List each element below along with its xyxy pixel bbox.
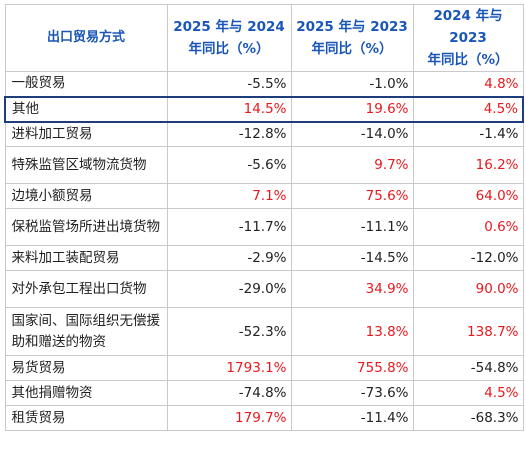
table-row: 其他捐赠物资 -74.8% -73.6% 4.5% xyxy=(4,380,524,406)
table-row: 其他 14.5% 19.6% 4.5% xyxy=(4,95,524,123)
header-2025-vs-2023-line1: 2025 年与 2023 xyxy=(296,19,408,35)
trade-mode-cell: 特殊监管区域物流货物 xyxy=(4,146,168,184)
table-header: 出口贸易方式 2025 年与 2024 年同比（%） 2025 年与 2023 … xyxy=(4,4,524,72)
table-row: 对外承包工程出口货物 -29.0% 34.9% 90.0% xyxy=(4,270,524,308)
table-row: 边境小额贸易 7.1% 75.6% 64.0% xyxy=(4,183,524,209)
value-2025-vs-2024-cell: -29.0% xyxy=(166,270,292,308)
header-2024-vs-2023: 2024 年与 2023 年同比（%） xyxy=(412,4,524,72)
value-2025-vs-2024-cell: -74.8% xyxy=(166,380,292,406)
trade-mode-cell: 其他捐赠物资 xyxy=(4,380,168,406)
value-2024-vs-2023-cell: 138.7% xyxy=(412,307,524,356)
table-row: 特殊监管区域物流货物 -5.6% 9.7% 16.2% xyxy=(4,146,524,184)
value-2025-vs-2023-cell: -14.5% xyxy=(290,245,414,271)
value-2025-vs-2024-cell: 7.1% xyxy=(166,183,292,209)
table-row: 一般贸易 -5.5% -1.0% 4.8% xyxy=(4,71,524,97)
value-2024-vs-2023-cell: 0.6% xyxy=(412,208,524,246)
value-2025-vs-2023-cell: 34.9% xyxy=(290,270,414,308)
trade-mode-cell: 国家间、国际组织无偿援助和赠送的物资 xyxy=(4,307,168,356)
value-2024-vs-2023-cell: 90.0% xyxy=(412,270,524,308)
value-2024-vs-2023-cell: -68.3% xyxy=(412,405,524,431)
value-2024-vs-2023-cell: -12.0% xyxy=(412,245,524,271)
trade-mode-cell: 一般贸易 xyxy=(4,71,168,97)
header-2025-vs-2024-line2: 年同比（%） xyxy=(188,41,270,57)
trade-mode-cell: 易货贸易 xyxy=(4,355,168,381)
table-row: 易货贸易 1793.1% 755.8% -54.8% xyxy=(4,355,524,381)
value-2025-vs-2024-cell: 179.7% xyxy=(166,405,292,431)
value-2025-vs-2023-cell: 9.7% xyxy=(290,146,414,184)
header-2024-vs-2023-line1: 2024 年与 2023 xyxy=(433,8,503,46)
header-2024-vs-2023-line2: 年同比（%） xyxy=(427,52,509,68)
value-2025-vs-2024-cell: -11.7% xyxy=(166,208,292,246)
export-trade-mode-table: 出口贸易方式 2025 年与 2024 年同比（%） 2025 年与 2023 … xyxy=(4,4,524,431)
value-2025-vs-2024-cell: -2.9% xyxy=(166,245,292,271)
value-2025-vs-2023-cell: -73.6% xyxy=(290,380,414,406)
trade-mode-cell: 进料加工贸易 xyxy=(4,121,168,147)
header-2025-vs-2023: 2025 年与 2023 年同比（%） xyxy=(290,4,414,72)
value-2024-vs-2023-cell: 4.5% xyxy=(412,380,524,406)
trade-mode-cell: 租赁贸易 xyxy=(4,405,168,431)
table-row: 来料加工装配贸易 -2.9% -14.5% -12.0% xyxy=(4,245,524,271)
value-2024-vs-2023-cell: 4.8% xyxy=(412,71,524,97)
table-row: 保税监管场所进出境货物 -11.7% -11.1% 0.6% xyxy=(4,208,524,246)
header-row: 出口贸易方式 2025 年与 2024 年同比（%） 2025 年与 2023 … xyxy=(4,4,524,72)
value-2025-vs-2024-cell: 14.5% xyxy=(166,95,292,123)
header-2025-vs-2024-line1: 2025 年与 2024 xyxy=(173,19,285,35)
value-2025-vs-2024-cell: -5.5% xyxy=(166,71,292,97)
header-2025-vs-2024: 2025 年与 2024 年同比（%） xyxy=(166,4,292,72)
value-2025-vs-2023-cell: 755.8% xyxy=(290,355,414,381)
value-2025-vs-2023-cell: -11.1% xyxy=(290,208,414,246)
value-2025-vs-2023-cell: -1.0% xyxy=(290,71,414,97)
value-2024-vs-2023-cell: 16.2% xyxy=(412,146,524,184)
header-trade-mode: 出口贸易方式 xyxy=(4,4,168,72)
value-2025-vs-2023-cell: -14.0% xyxy=(290,121,414,147)
value-2025-vs-2023-cell: 75.6% xyxy=(290,183,414,209)
value-2024-vs-2023-cell: 4.5% xyxy=(412,95,524,123)
value-2025-vs-2024-cell: -52.3% xyxy=(166,307,292,356)
table-row: 进料加工贸易 -12.8% -14.0% -1.4% xyxy=(4,121,524,147)
value-2024-vs-2023-cell: 64.0% xyxy=(412,183,524,209)
value-2025-vs-2023-cell: 13.8% xyxy=(290,307,414,356)
value-2025-vs-2024-cell: -5.6% xyxy=(166,146,292,184)
value-2025-vs-2024-cell: 1793.1% xyxy=(166,355,292,381)
value-2025-vs-2023-cell: 19.6% xyxy=(290,95,414,123)
trade-mode-cell: 边境小额贸易 xyxy=(4,183,168,209)
trade-mode-cell: 对外承包工程出口货物 xyxy=(4,270,168,308)
value-2025-vs-2024-cell: -12.8% xyxy=(166,121,292,147)
value-2024-vs-2023-cell: -54.8% xyxy=(412,355,524,381)
trade-mode-cell: 保税监管场所进出境货物 xyxy=(4,208,168,246)
header-2025-vs-2023-line2: 年同比（%） xyxy=(311,41,393,57)
trade-mode-cell: 来料加工装配贸易 xyxy=(4,245,168,271)
table-body: 一般贸易 -5.5% -1.0% 4.8% 其他 14.5% 19.6% 4.5% 进料加工贸易… xyxy=(4,71,524,431)
value-2025-vs-2023-cell: -11.4% xyxy=(290,405,414,431)
value-2024-vs-2023-cell: -1.4% xyxy=(412,121,524,147)
table-row: 租赁贸易 179.7% -11.4% -68.3% xyxy=(4,405,524,431)
trade-mode-cell: 其他 xyxy=(4,95,168,123)
table-row: 国家间、国际组织无偿援助和赠送的物资 -52.3% 13.8% 138.7% xyxy=(4,307,524,356)
